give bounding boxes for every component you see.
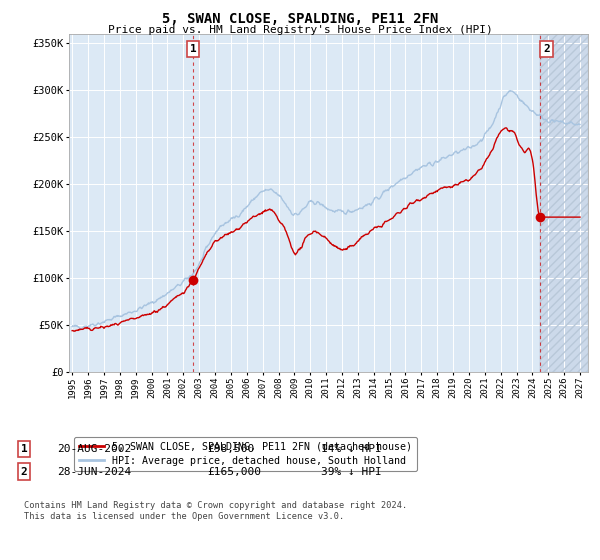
Text: 14% ↓ HPI: 14% ↓ HPI [321,444,382,454]
Text: Price paid vs. HM Land Registry's House Price Index (HPI): Price paid vs. HM Land Registry's House … [107,25,493,35]
Text: 2: 2 [543,44,550,54]
Text: 28-JUN-2024: 28-JUN-2024 [57,466,131,477]
Text: 5, SWAN CLOSE, SPALDING, PE11 2FN: 5, SWAN CLOSE, SPALDING, PE11 2FN [162,12,438,26]
Text: 1: 1 [20,444,28,454]
Text: Contains HM Land Registry data © Crown copyright and database right 2024.
This d: Contains HM Land Registry data © Crown c… [24,501,407,521]
Text: 20-AUG-2002: 20-AUG-2002 [57,444,131,454]
Text: 1: 1 [190,44,197,54]
Bar [540,34,588,372]
Bar [540,34,588,372]
Text: 2: 2 [20,466,28,477]
Text: £165,000: £165,000 [207,466,261,477]
Text: £98,500: £98,500 [207,444,254,454]
Text: 39% ↓ HPI: 39% ↓ HPI [321,466,382,477]
Legend: 5, SWAN CLOSE, SPALDING, PE11 2FN (detached house), HPI: Average price, detached: 5, SWAN CLOSE, SPALDING, PE11 2FN (detac… [74,437,417,471]
